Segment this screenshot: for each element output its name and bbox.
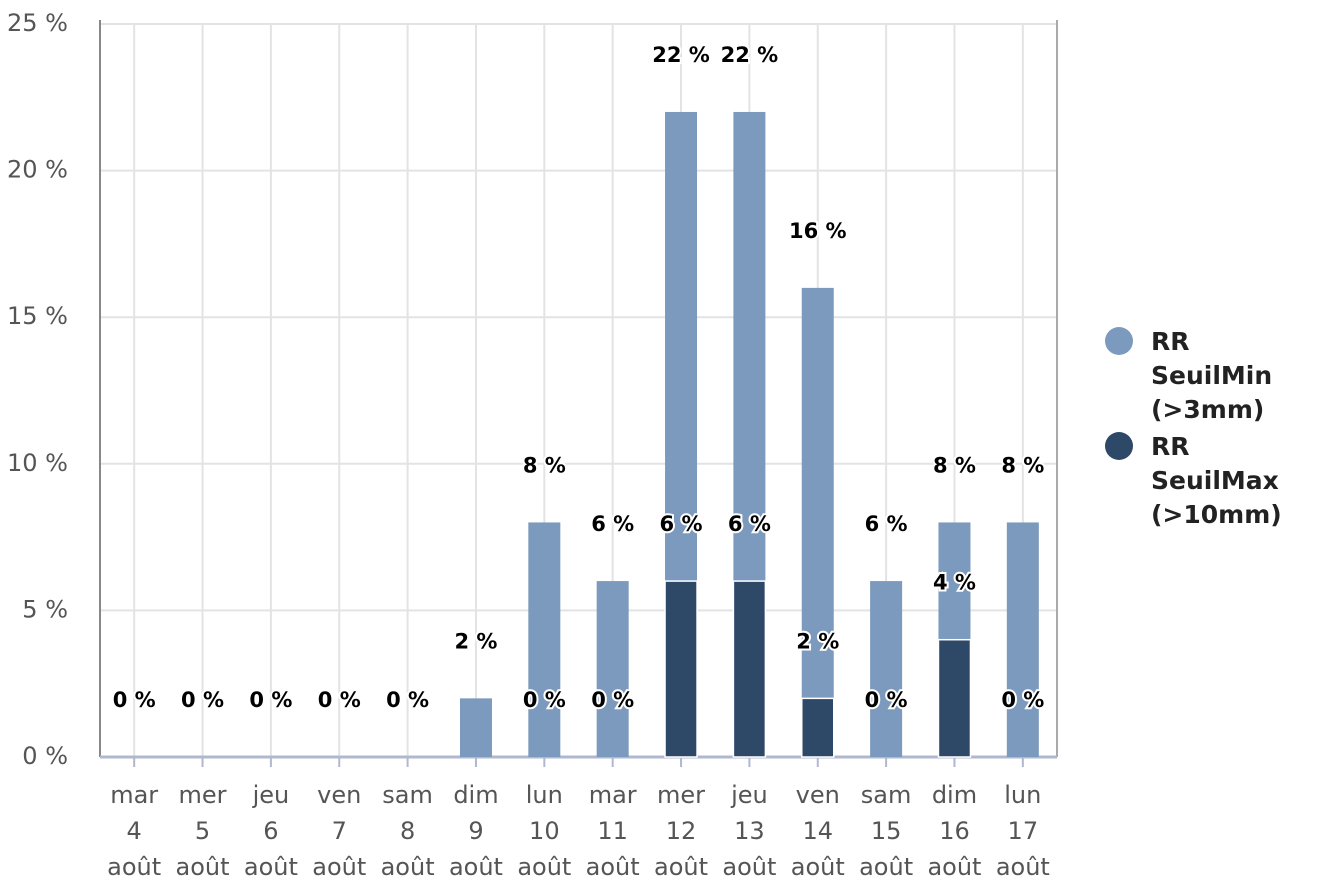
data-label: 8 % <box>1001 453 1044 477</box>
data-label: 6 % <box>865 512 908 536</box>
x-tick-label: dim <box>932 781 977 809</box>
x-tick-label: août <box>381 853 435 880</box>
x-tick-label: août <box>722 853 776 880</box>
x-tick-label: sam <box>861 781 912 809</box>
bar <box>1006 522 1039 757</box>
data-label: 2 % <box>796 629 839 653</box>
x-tick-label: 11 <box>597 817 628 845</box>
data-label: 0 % <box>523 688 566 712</box>
data-label: 0 % <box>181 688 224 712</box>
bar <box>732 580 767 758</box>
x-tick-label: ven <box>317 781 361 809</box>
legend-label: RR SeuilMin (>3mm) <box>1151 327 1273 424</box>
data-label: 2 % <box>454 629 497 653</box>
x-tick-label: mar <box>589 781 637 809</box>
bar <box>528 522 561 757</box>
data-label: 6 % <box>591 512 634 536</box>
x-tick-label: août <box>654 853 708 880</box>
data-label: 22 % <box>652 43 710 67</box>
x-tick-label: lun <box>1004 781 1041 809</box>
x-tick-label: août <box>176 853 230 880</box>
bar <box>801 287 834 757</box>
x-tick-label: jeu <box>252 781 290 809</box>
legend-marker <box>1105 432 1133 460</box>
x-tick-label: août <box>517 853 571 880</box>
x-tick-label: août <box>791 853 845 880</box>
y-tick-label: 5 % <box>22 595 68 623</box>
x-tick-label: août <box>312 853 366 880</box>
bar <box>664 580 698 758</box>
data-label: 8 % <box>523 453 566 477</box>
y-tick-label: 15 % <box>7 302 68 330</box>
x-tick-label: août <box>859 853 913 880</box>
x-tick-label: 16 <box>939 817 970 845</box>
data-label: 16 % <box>789 219 847 243</box>
data-label: 0 % <box>386 688 429 712</box>
legend-item[interactable]: RR SeuilMax (>10mm) <box>1105 430 1295 532</box>
data-label: 0 % <box>591 688 634 712</box>
x-tick-label: 13 <box>734 817 765 845</box>
x-tick-label: 14 <box>802 817 833 845</box>
data-label: 0 % <box>1001 688 1044 712</box>
x-tick-label: août <box>107 853 161 880</box>
y-tick-label: 0 % <box>22 742 68 770</box>
x-tick-label: 9 <box>468 817 483 845</box>
bar <box>870 581 903 757</box>
bar <box>459 698 492 757</box>
data-label: 0 % <box>113 688 156 712</box>
bar <box>937 638 972 758</box>
x-tick-label: 12 <box>666 817 697 845</box>
x-tick-label: 6 <box>263 817 278 845</box>
y-tick-label: 10 % <box>7 449 68 477</box>
x-tick-label: 8 <box>400 817 415 845</box>
data-label: 8 % <box>933 453 976 477</box>
x-tick-label: mer <box>179 781 227 809</box>
x-tick-label: 10 <box>529 817 560 845</box>
x-tick-label: 17 <box>1008 817 1039 845</box>
x-tick-label: sam <box>382 781 433 809</box>
bar <box>801 697 835 758</box>
y-tick-label: 25 % <box>7 9 68 37</box>
x-tick-label: lun <box>526 781 563 809</box>
x-tick-label: août <box>244 853 298 880</box>
y-tick-label: 20 % <box>7 156 68 184</box>
data-label: 0 % <box>249 688 292 712</box>
x-tick-label: jeu <box>730 781 768 809</box>
x-tick-label: août <box>927 853 981 880</box>
x-tick-label: 15 <box>871 817 902 845</box>
legend-item[interactable]: RR SeuilMin (>3mm) <box>1105 325 1295 427</box>
data-label: 6 % <box>660 512 703 536</box>
x-tick-label: dim <box>453 781 498 809</box>
legend-label: RR SeuilMax (>10mm) <box>1151 432 1282 529</box>
legend-marker <box>1105 327 1133 355</box>
x-tick-label: mar <box>110 781 158 809</box>
x-tick-label: mer <box>657 781 705 809</box>
x-tick-label: août <box>996 853 1050 880</box>
x-tick-label: 7 <box>332 817 347 845</box>
x-tick-label: ven <box>796 781 840 809</box>
x-tick-label: août <box>449 853 503 880</box>
bar <box>596 581 629 757</box>
x-tick-label: 5 <box>195 817 210 845</box>
data-label: 4 % <box>933 571 976 595</box>
data-label: 22 % <box>721 43 779 67</box>
data-label: 0 % <box>865 688 908 712</box>
x-tick-label: août <box>586 853 640 880</box>
x-tick-label: 4 <box>127 817 142 845</box>
data-label: 6 % <box>728 512 771 536</box>
data-label: 0 % <box>318 688 361 712</box>
